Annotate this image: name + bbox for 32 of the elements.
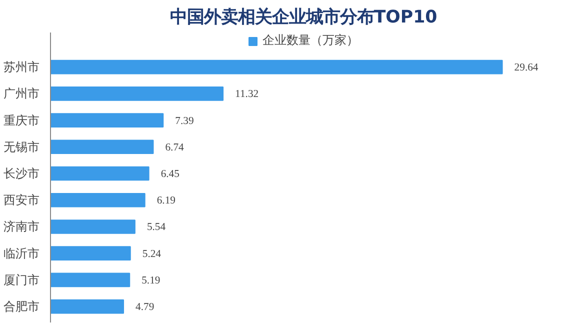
data-label: 5.54 xyxy=(146,222,166,234)
data-label: 6.74 xyxy=(165,142,185,154)
y-tick-label: 合肥市 xyxy=(4,300,40,314)
data-label: 6.45 xyxy=(160,169,180,180)
bar xyxy=(50,113,164,128)
bar xyxy=(50,220,136,234)
data-label: 4.79 xyxy=(136,302,154,314)
y-tick-label: 临沂市 xyxy=(4,246,40,260)
bar xyxy=(50,192,146,208)
y-tick-label: 厦门市 xyxy=(4,272,40,287)
chart-title: 中国外卖相关企业城市分布TOP10 xyxy=(170,8,438,28)
y-tick-label: 济南市 xyxy=(4,220,40,234)
y-tick-label: 苏州市 xyxy=(4,60,40,74)
bar xyxy=(50,246,131,260)
data-label: 6.19 xyxy=(156,196,176,207)
data-label: 7.39 xyxy=(175,116,194,127)
legend-label: 企业数量（万家） xyxy=(262,32,358,49)
data-label: 11.32 xyxy=(235,89,259,100)
data-label: 5.24 xyxy=(142,248,162,260)
y-tick-label: 无锡市 xyxy=(4,140,40,154)
y-tick-label: 西安市 xyxy=(4,193,40,208)
y-tick-label: 广州市 xyxy=(4,86,40,101)
bar xyxy=(50,86,224,101)
data-label: 29.64 xyxy=(514,62,539,74)
y-tick-label: 重庆市 xyxy=(4,113,40,128)
bar xyxy=(50,272,130,288)
bar xyxy=(50,166,150,181)
bar xyxy=(50,140,154,154)
data-label: 5.19 xyxy=(142,275,160,286)
bar xyxy=(50,299,124,314)
bar xyxy=(50,60,503,74)
y-tick-label: 长沙市 xyxy=(4,166,40,181)
